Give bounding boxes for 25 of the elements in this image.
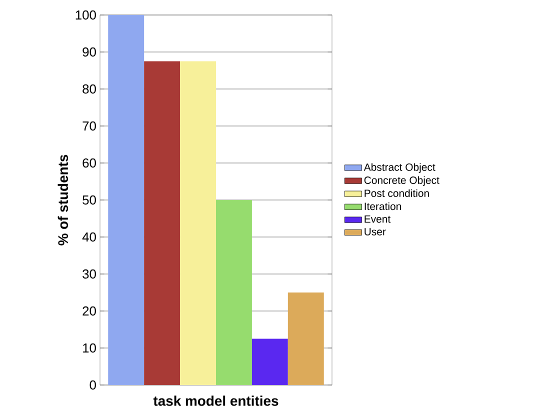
legend-label: Post condition <box>364 189 429 198</box>
bar <box>180 61 216 385</box>
y-tick-label: 100 <box>76 10 96 20</box>
legend-label: Abstract Object <box>364 163 436 173</box>
y-tick-label: 30 <box>82 269 96 279</box>
y-tick-label: 90 <box>82 47 96 57</box>
bar <box>108 14 144 385</box>
y-tick-label: 70 <box>82 121 96 131</box>
legend-label: Iteration <box>364 202 401 210</box>
y-tick-label: 40 <box>82 232 96 242</box>
legend-label: Concrete Object <box>364 176 440 186</box>
y-tick-label: 20 <box>82 306 96 316</box>
legend-label: Event <box>364 215 391 223</box>
y-tick-label: 80 <box>82 84 96 94</box>
y-tick-label: 50 <box>82 195 96 205</box>
y-tick-label: 10 <box>83 343 96 353</box>
x-axis-title: task model entities <box>153 396 278 406</box>
bar <box>252 338 288 385</box>
y-tick-label: 0 <box>90 380 96 390</box>
y-tick-label: 60 <box>82 158 96 168</box>
bar <box>144 61 180 385</box>
legend-label: User <box>364 228 386 236</box>
bar <box>288 292 324 385</box>
y-axis-title: % of students <box>58 154 68 246</box>
bar <box>216 200 252 385</box>
